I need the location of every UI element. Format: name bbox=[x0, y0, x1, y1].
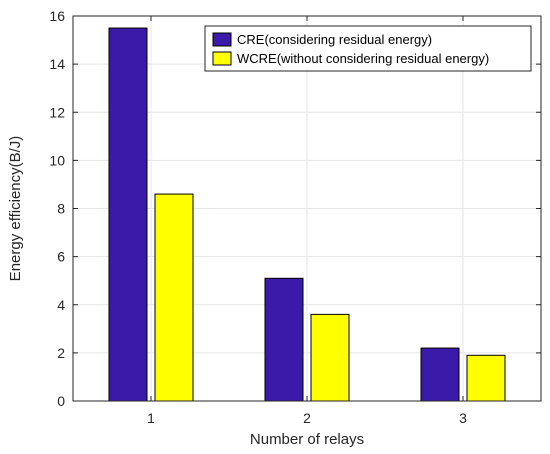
y-tick-label: 8 bbox=[57, 201, 65, 217]
legend: CRE(considering residual energy) WCRE(wi… bbox=[204, 25, 532, 72]
y-tick-label: 14 bbox=[49, 56, 65, 72]
x-axis-label: Number of relays bbox=[250, 431, 364, 448]
x-tick-label: 1 bbox=[147, 410, 155, 426]
y-axis-label: Energy efficiency(B/J) bbox=[7, 136, 24, 282]
bar-cre-3 bbox=[420, 347, 460, 402]
x-tick-label: 3 bbox=[459, 410, 467, 426]
bar-wcre-1 bbox=[154, 193, 194, 402]
bar-cre-2 bbox=[264, 277, 304, 402]
y-tick-label: 10 bbox=[49, 152, 65, 168]
bar-cre-1 bbox=[108, 27, 148, 402]
x-axis-ticks: 1 2 3 bbox=[147, 16, 467, 426]
bar-wcre-2 bbox=[310, 313, 350, 402]
y-tick-label: 16 bbox=[49, 8, 65, 24]
grid-lines bbox=[73, 16, 541, 401]
y-tick-label: 4 bbox=[57, 297, 65, 313]
legend-swatch-cre bbox=[212, 32, 232, 47]
y-tick-label: 6 bbox=[57, 249, 65, 265]
x-tick-label: 2 bbox=[303, 410, 311, 426]
y-tick-label: 2 bbox=[57, 345, 65, 361]
y-tick-label: 12 bbox=[49, 104, 65, 120]
bar-wcre-3 bbox=[466, 354, 506, 402]
y-tick-label: 0 bbox=[57, 393, 65, 409]
y-axis-ticks: 0 2 4 6 8 10 12 14 16 bbox=[49, 8, 541, 409]
legend-label-cre: CRE(considering residual energy) bbox=[237, 32, 432, 47]
legend-label-wcre: WCRE(without considering residual energy… bbox=[237, 51, 489, 66]
legend-swatch-wcre bbox=[212, 51, 232, 66]
legend-box bbox=[204, 25, 532, 72]
